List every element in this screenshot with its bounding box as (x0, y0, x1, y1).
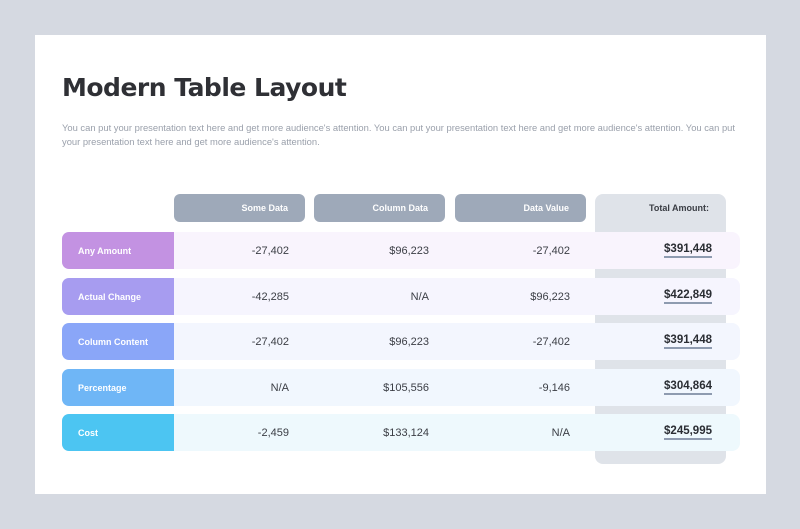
intro-text: You can put your presentation text here … (62, 122, 735, 147)
cell-total-amount: $422,849 (595, 278, 726, 315)
cell-some-data: -2,459 (257, 426, 289, 439)
row-label: Column Content (62, 323, 174, 360)
table-row: Column Content -27,402 $96,223 -27,402 $… (62, 323, 740, 360)
cell-data-value: -27,402 (532, 244, 570, 257)
cell-column-data: $96,223 (389, 335, 429, 348)
cell-column-data: $96,223 (389, 244, 429, 257)
cell-some-data: -27,402 (251, 335, 289, 348)
cell-total-amount: $245,995 (595, 414, 726, 451)
cell-column-data: $105,556 (383, 381, 429, 394)
cell-total-amount: $391,448 (595, 232, 726, 269)
column-header-some-data: Some Data (174, 194, 305, 222)
page-title: Modern Table Layout (62, 73, 347, 102)
cell-data-value: $96,223 (530, 290, 570, 303)
slide-card: Modern Table Layout You can put your pre… (35, 35, 766, 494)
row-background (174, 278, 740, 315)
row-background (174, 414, 740, 451)
cell-column-data: N/A (410, 290, 429, 303)
row-label: Percentage (62, 369, 174, 406)
row-background (174, 369, 740, 406)
column-header-data-value: Data Value (455, 194, 586, 222)
cell-data-value: -27,402 (532, 335, 570, 348)
table-row: Cost -2,459 $133,124 N/A $245,995 (62, 414, 740, 451)
row-label: Any Amount (62, 232, 174, 269)
cell-some-data: N/A (270, 381, 289, 394)
column-header-total-amount: Total Amount: (649, 203, 709, 213)
row-label: Actual Change (62, 278, 174, 315)
row-background (174, 323, 740, 360)
cell-some-data: -27,402 (251, 244, 289, 257)
cell-data-value: N/A (551, 426, 570, 439)
cell-data-value: -9,146 (538, 381, 570, 394)
table-row: Percentage N/A $105,556 -9,146 $304,864 (62, 369, 740, 406)
cell-some-data: -42,285 (251, 290, 289, 303)
cell-total-amount: $304,864 (595, 369, 726, 406)
row-background (174, 232, 740, 269)
table-row: Any Amount -27,402 $96,223 -27,402 $391,… (62, 232, 740, 269)
row-label: Cost (62, 414, 174, 451)
column-header-column-data: Column Data (314, 194, 445, 222)
cell-total-amount: $391,448 (595, 323, 726, 360)
cell-column-data: $133,124 (383, 426, 429, 439)
table-row: Actual Change -42,285 N/A $96,223 $422,8… (62, 278, 740, 315)
